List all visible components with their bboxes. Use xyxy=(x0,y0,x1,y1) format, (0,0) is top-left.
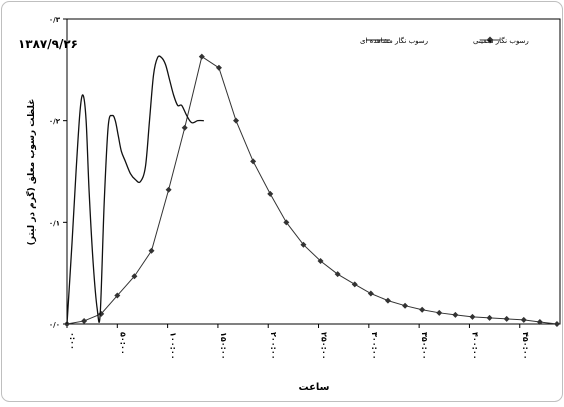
x-tick-label: ۰:۰۰ xyxy=(68,332,77,350)
legend-label-estimated: رسوب نگار تخمینی xyxy=(473,36,529,45)
x-tick-label: ۱۰۰:۰۰ xyxy=(169,332,178,360)
data-point-estimated xyxy=(198,53,205,60)
data-point-estimated xyxy=(536,318,543,325)
data-point-estimated xyxy=(81,317,88,324)
data-point-estimated xyxy=(114,292,121,299)
x-axis-label: ساعت xyxy=(298,382,329,393)
axes: ۰/۰ ۰/۱ ۰/۲ ۰/۳ ۰:۰۰ ۵۰:۰۰ ۱۰۰:۰۰ ۱۵۰:۰۰ ۲۰۰:۰۰ ۲… xyxy=(49,16,530,360)
data-point-estimated xyxy=(469,313,476,320)
data-point-estimated xyxy=(503,315,510,322)
x-tick-label: ۲۰۰:۰۰ xyxy=(269,332,278,360)
data-point-estimated xyxy=(452,311,459,318)
data-point-estimated xyxy=(267,190,274,197)
series-layer xyxy=(64,53,560,327)
data-point-estimated xyxy=(367,290,374,297)
data-point-estimated xyxy=(334,271,341,278)
data-point-estimated xyxy=(250,158,257,165)
legend: رسوب نگار تخمینی رسوب نگار مشاهده ای xyxy=(360,36,529,45)
data-point-estimated xyxy=(131,273,138,280)
date-label: ۱۳۸۷/۹/۲۶ xyxy=(18,37,78,51)
data-point-estimated xyxy=(520,316,527,323)
x-tick-label: ۵۰:۰۰ xyxy=(118,332,127,355)
y-tick-label: ۰/۲ xyxy=(49,118,61,126)
data-point-estimated xyxy=(402,302,409,309)
series-line-observed xyxy=(66,55,204,325)
data-point-estimated xyxy=(215,64,222,71)
x-tick-label: ۴۵۰:۰۰ xyxy=(521,332,530,360)
x-tick-label: ۳۵۰:۰۰ xyxy=(420,332,429,360)
data-point-estimated xyxy=(419,306,426,313)
legend-item-estimated: رسوب نگار تخمینی xyxy=(473,36,529,45)
x-tick-label: ۲۵۰:۰۰ xyxy=(320,332,329,360)
legend-item-observed: رسوب نگار مشاهده ای xyxy=(360,36,428,45)
data-point-estimated xyxy=(181,124,188,131)
legend-marker-estimated xyxy=(486,36,494,44)
data-point-estimated xyxy=(283,219,290,226)
data-point-estimated xyxy=(148,247,155,254)
y-tick-label: ۰/۱ xyxy=(49,219,60,227)
y-axis-label: غلظت رسوب معلق (گرم در لیتر) xyxy=(25,99,37,246)
x-tick-label: ۳۰۰:۰۰ xyxy=(370,332,379,360)
data-point-estimated xyxy=(384,297,391,304)
plot-area xyxy=(66,18,561,325)
data-point-estimated xyxy=(436,309,443,316)
legend-label-observed: رسوب نگار مشاهده ای xyxy=(360,36,428,45)
y-tick-label: ۰/۳ xyxy=(49,16,61,24)
data-point-estimated xyxy=(351,281,358,288)
x-tick-label: ۴۰۰:۰۰ xyxy=(470,332,479,360)
y-tick-label: ۰/۰ xyxy=(49,321,60,329)
data-point-estimated xyxy=(317,257,324,264)
data-point-estimated xyxy=(553,321,560,327)
data-point-estimated xyxy=(300,241,307,248)
data-point-estimated xyxy=(233,117,240,124)
data-point-estimated xyxy=(165,186,172,193)
series-line-estimated xyxy=(66,55,558,325)
data-point-estimated xyxy=(486,314,493,321)
x-tick-label: ۱۵۰:۰۰ xyxy=(219,332,228,360)
